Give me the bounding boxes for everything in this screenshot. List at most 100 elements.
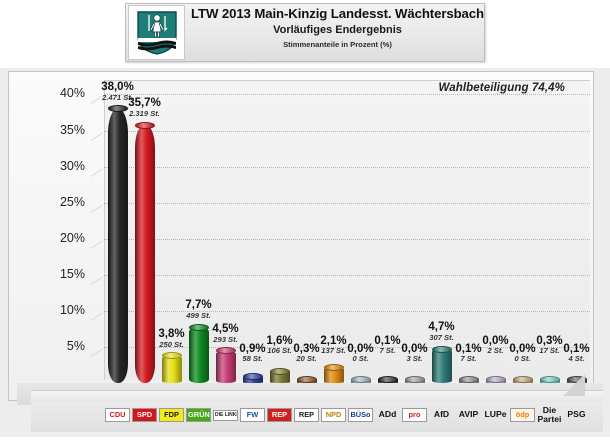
- party-logo-rep-chip: REP: [267, 408, 292, 422]
- page-unit-note: Stimmenanteile in Prozent (%): [283, 40, 392, 49]
- bar-rep[interactable]: [269, 367, 290, 383]
- gridline: [104, 310, 590, 312]
- y-axis-tick: 5%: [66, 338, 85, 353]
- y-axis-tick: 35%: [59, 122, 85, 137]
- depth-step: [90, 240, 104, 249]
- party-logo-spd[interactable]: SPD: [132, 404, 158, 426]
- municipality-logo: [128, 5, 185, 60]
- bar-body: [323, 367, 344, 383]
- party-logo-cdu[interactable]: CDU: [105, 404, 131, 426]
- bar-top-cap: [161, 352, 182, 360]
- gridline: [104, 346, 590, 348]
- bar-top-cap: [269, 367, 290, 375]
- header-band: LTW 2013 Main-Kinzig Landesst. Wächtersb…: [0, 0, 610, 68]
- bar-body: [269, 371, 290, 383]
- party-logo-cdu-chip: CDU: [105, 408, 130, 422]
- bar-add[interactable]: [377, 375, 398, 383]
- bar-body: [134, 125, 155, 383]
- depth-step: [90, 204, 104, 213]
- bar-lupe[interactable]: [485, 375, 506, 383]
- depth-step: [90, 168, 104, 177]
- bar-top-cap: [431, 345, 452, 353]
- bar-npd[interactable]: [323, 364, 344, 383]
- bar-top-cap: [377, 375, 398, 383]
- page-subtitle: Vorläufiges Endergebnis: [273, 24, 402, 36]
- party-label-afd[interactable]: AfD: [433, 409, 450, 420]
- y-axis-tick: 20%: [59, 230, 85, 245]
- chart-frame: 5% 10% 15% 20% 25% 30% 35% 40% Wahlbeteiligung …: [8, 71, 603, 432]
- bar-top-cap: [323, 364, 344, 372]
- party-logo-pro-deutschland[interactable]: pro: [402, 404, 428, 426]
- turnout-annotation: Wahlbeteiligung 74,4%: [438, 82, 565, 94]
- bar-top-cap: [539, 375, 560, 383]
- party-logo-spd-chip: SPD: [132, 408, 157, 422]
- y-axis-tick: 25%: [59, 194, 85, 209]
- chart-area: 5% 10% 15% 20% 25% 30% 35% 40% Wahlbeteiligung …: [0, 68, 610, 437]
- bar-piraten[interactable]: [296, 375, 317, 383]
- party-logo-npd-chip: NPD: [321, 408, 346, 422]
- party-logo-bueso[interactable]: BÜSo: [348, 404, 374, 426]
- party-logo-gruene-chip: GRÜNE: [186, 408, 211, 422]
- bar-top-cap: [242, 373, 263, 380]
- y-axis-tick: 15%: [59, 266, 85, 281]
- bar--dp[interactable]: [512, 375, 533, 383]
- party-logo-rep[interactable]: REP: [267, 404, 293, 426]
- bar-top-cap: [188, 323, 209, 331]
- party-label-avip[interactable]: AVIP: [458, 409, 479, 420]
- party-logo-fdp[interactable]: FDP: [159, 404, 185, 426]
- bar-top-cap: [458, 375, 479, 383]
- bar-top-cap: [350, 375, 371, 383]
- bar-gr-ne[interactable]: [188, 323, 209, 383]
- bar-avip[interactable]: [458, 375, 479, 383]
- chart-plot-background: [104, 80, 590, 380]
- gridline: [104, 274, 590, 276]
- party-logo-fw[interactable]: FW: [240, 404, 266, 426]
- party-logo-bueso-chip: BÜSo: [348, 408, 373, 422]
- bar-top-cap: [404, 375, 425, 383]
- gridline: [104, 130, 590, 132]
- title-stack: LTW 2013 Main-Kinzig Landesst. Wächtersb…: [190, 6, 485, 50]
- party-logo-fdp-chip: FDP: [159, 408, 184, 422]
- bar-die-linke[interactable]: [215, 347, 236, 383]
- y-axis-tick: 10%: [59, 302, 85, 317]
- bar-body: [161, 355, 182, 383]
- corner-fold-decoration: [563, 374, 585, 396]
- bar-spd[interactable]: [134, 121, 155, 383]
- party-logo-oedp[interactable]: ödp: [510, 404, 536, 426]
- depth-step: [90, 95, 104, 105]
- party-label-die-partei[interactable]: Die Partei: [537, 404, 562, 424]
- page-title: LTW 2013 Main-Kinzig Landesst. Wächtersb…: [191, 6, 484, 21]
- party-logo-npd[interactable]: NPD: [321, 404, 347, 426]
- coat-of-arms-icon: [136, 10, 177, 55]
- bar-body: [215, 350, 236, 383]
- party-label-add[interactable]: ADd: [378, 409, 397, 420]
- depth-step: [90, 312, 104, 321]
- bar-body: [431, 349, 452, 383]
- bar-afd[interactable]: [431, 345, 452, 383]
- party-label-lupe[interactable]: LUPe: [484, 409, 507, 420]
- gridline: [104, 238, 590, 240]
- gridline: [104, 202, 590, 204]
- bar-top-cap: [485, 375, 506, 383]
- party-logo-pro-deutschland-chip: pro: [402, 408, 427, 422]
- gridline: [104, 94, 590, 96]
- bar-top-cap: [512, 375, 533, 383]
- header-panel: [125, 3, 485, 62]
- party-logo-rep2[interactable]: REP: [294, 404, 320, 426]
- bar-b-so[interactable]: [350, 375, 371, 383]
- party-logo-oedp-chip: ödp: [510, 408, 535, 422]
- bar-fdp[interactable]: [161, 352, 182, 383]
- y-axis-tick: 30%: [59, 158, 85, 173]
- y-axis-tick: 40%: [59, 86, 85, 101]
- party-logo-gruene[interactable]: GRÜNE: [186, 404, 212, 426]
- bar-top-cap: [107, 105, 128, 113]
- party-logo-die-linke[interactable]: DIE LINKE.: [213, 404, 239, 426]
- bar-body: [188, 327, 209, 383]
- bar-body: [107, 108, 128, 383]
- party-logo-fw-chip: FW: [240, 408, 265, 422]
- bar-die-partei[interactable]: [539, 375, 560, 383]
- bar-cdu[interactable]: [107, 105, 128, 383]
- party-label-psg[interactable]: PSG: [567, 409, 586, 420]
- bar-fw[interactable]: [242, 373, 263, 383]
- bar-pro-deutschland[interactable]: [404, 375, 425, 383]
